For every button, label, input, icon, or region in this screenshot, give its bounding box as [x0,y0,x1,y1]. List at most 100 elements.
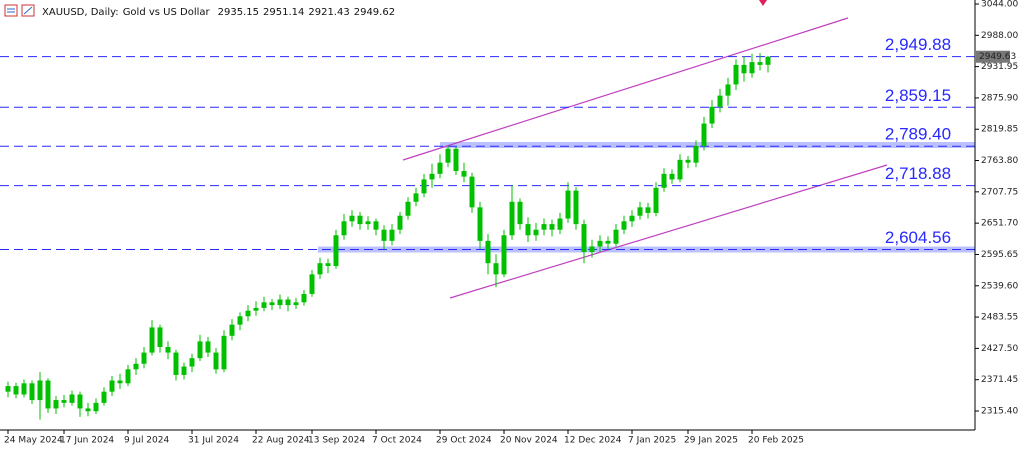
candle-body [597,240,603,247]
candle-body [389,229,395,241]
x-tick-label: 9 Jul 2024 [124,436,169,446]
candle-body [13,386,19,395]
candle-body [565,190,571,219]
y-tick-label: 2539.60 [981,281,1018,291]
candle-body [741,64,747,74]
candle-body [181,366,187,375]
y-tick-label: 2875.90 [981,93,1018,103]
x-tick-label: 29 Jan 2025 [684,436,738,446]
candle-body [469,176,475,208]
candle-body [293,302,299,306]
x-tick-label: 24 May 2024 [4,436,63,446]
level-label: 2,604.56 [885,228,951,247]
x-tick-label: 17 Jun 2024 [60,436,114,446]
candle-body [109,380,115,392]
candle-body [429,173,435,180]
candle-body [333,235,339,266]
channel-line [449,164,888,299]
last-price-label: 2949.63 [979,52,1016,62]
candle-body [733,64,739,85]
candle-body [85,408,91,412]
candle-body [421,179,427,194]
y-tick-label: 3044.00 [981,0,1018,10]
candle-body [765,56,771,65]
candle-body [189,358,195,367]
candle-body [445,148,451,163]
level-label: 2,859.15 [885,86,951,105]
candle-body [413,193,419,202]
candle-body [493,263,499,275]
candle-body [549,224,555,230]
header: XAUUSD, Daily: Gold vs US Dollar 2935.15 29… [42,7,395,18]
candle-body [629,215,635,222]
candle-body [517,201,523,225]
y-tick-label: 2931.95 [981,62,1018,72]
candle-body [605,240,611,244]
candle-body [317,263,323,275]
candle-body [197,341,203,359]
candle-body [325,263,331,266]
y-tick-label: 2427.50 [981,344,1018,354]
candle-body [301,293,307,303]
y-tick-label: 2819.85 [981,125,1018,135]
x-tick-label: 13 Sep 2024 [308,436,365,446]
candle-body [397,215,403,230]
level-label: 2,949.88 [885,35,951,54]
candle-body [701,123,707,146]
candle-body [661,173,667,188]
candle-body [69,394,75,403]
candle-body [141,352,147,364]
candle-body [37,380,43,401]
y-tick-label: 2483.55 [981,313,1018,323]
channel-line [402,17,849,161]
low: 2921.43 [308,7,349,18]
y-tick-label: 2371.45 [981,375,1018,385]
x-tick-label: 7 Oct 2024 [372,436,422,446]
icon[interactable] [4,4,18,17]
candle-body [21,383,27,395]
candle-body [165,346,171,353]
candle-body [77,394,83,409]
y-tick-label: 2315.40 [981,407,1018,417]
candle-body [461,171,467,177]
candle-body [309,274,315,294]
high: 2951.14 [263,7,304,18]
candle-body [253,307,259,311]
x-tick-label: 31 Jul 2024 [188,436,239,446]
candle-body [205,341,211,353]
zone-band [440,142,975,148]
candle-body [717,95,723,107]
candle-body [229,324,235,336]
candle-body [541,224,547,230]
candle-body [373,221,379,230]
icon [23,6,33,15]
candle-body [685,159,691,163]
candle-body [749,62,755,74]
candle-body [341,221,347,236]
candle-body [669,173,675,180]
candle-body [437,162,443,174]
candle-body [125,369,131,384]
candle-body [637,207,643,216]
candle-body [45,380,51,409]
candle-body [285,299,291,306]
x-tick-label: 29 Oct 2024 [436,436,492,446]
candle-body [613,229,619,244]
x-tick-label: 7 Jan 2025 [628,436,676,446]
candle-body [573,190,579,225]
candle-body [645,207,651,213]
symbol: XAUUSD, Daily: [42,7,119,18]
level-label: 2,718.88 [885,164,951,183]
candle-body [757,62,763,65]
x-tick-label: 22 Aug 2024 [252,436,310,446]
candle-body [157,327,163,347]
x-tick-label: 20 Feb 2025 [748,436,804,446]
last-price-box [976,50,1010,63]
candle-body [117,380,123,384]
candle-body [61,400,67,403]
description: Gold vs US Dollar [123,7,211,18]
candle-body [709,106,715,124]
candle-body [349,215,355,222]
y-tick-label: 2595.65 [981,250,1018,260]
